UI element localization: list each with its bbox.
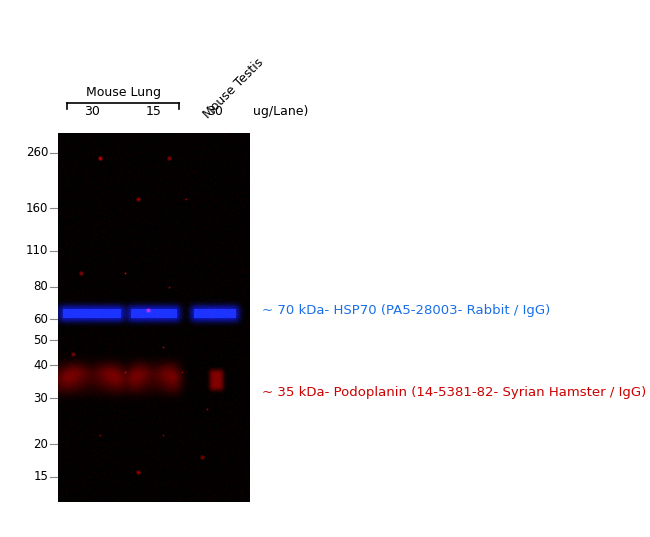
Text: 260: 260 — [26, 147, 48, 159]
Text: Mouse Testis: Mouse Testis — [201, 56, 266, 121]
Text: 30: 30 — [33, 391, 48, 404]
Text: 80: 80 — [33, 280, 48, 293]
Text: 15: 15 — [33, 470, 48, 483]
Text: 30: 30 — [207, 105, 223, 118]
Text: Mouse Lung: Mouse Lung — [86, 86, 161, 99]
Text: 110: 110 — [26, 244, 48, 257]
Text: 160: 160 — [26, 201, 48, 215]
Text: ug/Lane): ug/Lane) — [253, 105, 308, 118]
Text: 60: 60 — [33, 313, 48, 326]
Text: 15: 15 — [146, 105, 162, 118]
Text: 30: 30 — [84, 105, 100, 118]
Text: 40: 40 — [33, 359, 48, 372]
Text: 20: 20 — [33, 438, 48, 451]
Text: ~ 35 kDa- Podoplanin (14-5381-82- Syrian Hamster / IgG): ~ 35 kDa- Podoplanin (14-5381-82- Syrian… — [262, 386, 646, 398]
Text: ~ 70 kDa- HSP70 (PA5-28003- Rabbit / IgG): ~ 70 kDa- HSP70 (PA5-28003- Rabbit / IgG… — [262, 304, 551, 317]
Text: 50: 50 — [33, 333, 48, 346]
